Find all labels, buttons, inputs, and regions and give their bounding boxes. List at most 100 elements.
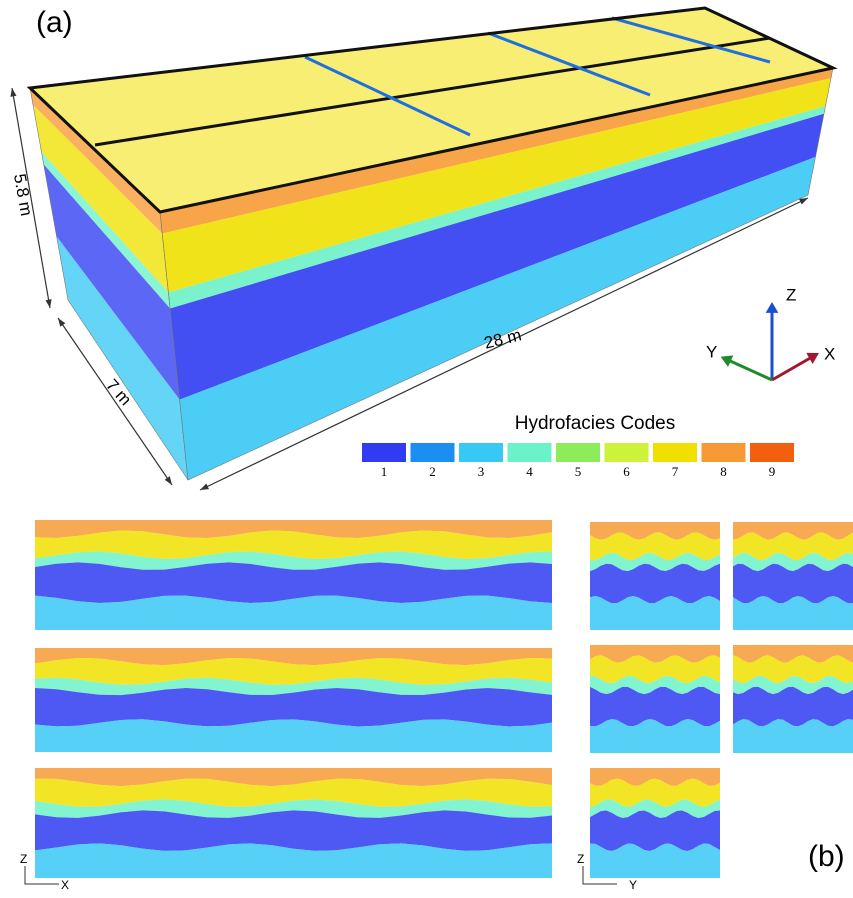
- slice-layer: [35, 778, 552, 807]
- slice-layer: [733, 686, 853, 727]
- legend-label: 2: [429, 464, 436, 479]
- arrow-head: [164, 476, 172, 485]
- layer: [33, 104, 169, 293]
- legend-swatch: [750, 443, 794, 462]
- slice-layer: [590, 675, 720, 695]
- legend-swatch: [556, 443, 600, 462]
- slice-layer: [35, 648, 552, 666]
- slice-layer: [590, 768, 720, 786]
- slice-layer: [35, 551, 552, 570]
- slice-layer: [733, 719, 853, 753]
- edge: [94, 36, 771, 147]
- panel-a: [10, 6, 838, 491]
- panel-label: (b): [808, 840, 845, 873]
- panel-label: (a): [36, 6, 73, 39]
- coordinate-corner: [24, 866, 59, 885]
- arrow-head: [200, 483, 209, 490]
- legend-swatch: [701, 443, 746, 462]
- slice-layer: [35, 843, 552, 878]
- slice-layer: [590, 645, 720, 663]
- slice-line: [304, 55, 471, 137]
- slice-layer: [35, 719, 552, 752]
- legend-label: 9: [769, 464, 776, 479]
- slice-layer: [35, 530, 552, 559]
- slice-layer: [590, 778, 720, 807]
- slice-layer: [733, 596, 853, 630]
- slice-layer: [590, 552, 720, 572]
- slice-layer: [590, 522, 720, 540]
- slice-layer: [35, 595, 552, 630]
- layer: [162, 78, 832, 293]
- dimension-line: [57, 317, 173, 486]
- slice-layer: [733, 532, 853, 561]
- legend-label: 8: [720, 464, 727, 479]
- slice-layer: [733, 522, 853, 540]
- dimension-line: [199, 197, 809, 491]
- dimension-line: [11, 87, 51, 309]
- arrow-head: [720, 355, 734, 367]
- slice-layer: [590, 719, 720, 753]
- slice-layer: [590, 563, 720, 604]
- legend-label: 7: [672, 464, 679, 479]
- slice-line: [487, 31, 651, 97]
- legend-swatch: [507, 443, 552, 462]
- axis-label: Z: [20, 852, 27, 866]
- slice-layer: [733, 676, 853, 695]
- slice-layer: [35, 688, 552, 727]
- slice-layer: [733, 552, 853, 572]
- arrow-head: [799, 198, 808, 205]
- axis-arrow: [727, 358, 773, 382]
- slice-layer: [590, 686, 720, 727]
- layer: [179, 156, 816, 480]
- slice-layer: [590, 596, 720, 630]
- slice-line: [611, 16, 771, 64]
- slice-layer: [35, 799, 552, 818]
- axis-arrow: [771, 355, 813, 382]
- arrow-head: [765, 302, 779, 313]
- arrow-head: [45, 299, 52, 308]
- legend-label: 3: [478, 464, 485, 479]
- legend-title: Hydrofacies Codes: [515, 413, 676, 434]
- coordinate-corner: [582, 866, 617, 885]
- layer: [56, 236, 188, 480]
- slice-layer: [35, 520, 552, 538]
- arrow-head: [10, 88, 17, 97]
- legend-label: 1: [381, 464, 388, 479]
- box-edge: [26, 6, 838, 214]
- slice-layer: [35, 810, 552, 851]
- dimension-label: 5.8 m: [10, 172, 36, 217]
- arrow-head: [806, 352, 819, 364]
- slice-layer: [590, 532, 720, 561]
- panel-b: [24, 520, 853, 885]
- legend-label: 4: [526, 464, 533, 479]
- slice-layer: [35, 562, 552, 603]
- slice-layer: [733, 645, 853, 663]
- slice-layer: [590, 843, 720, 878]
- arrow-head: [58, 318, 66, 327]
- layer: [168, 106, 826, 309]
- slice-layer: [733, 563, 853, 604]
- axis-label: Z: [577, 852, 584, 866]
- layer: [30, 88, 163, 234]
- slice-layer: [590, 810, 720, 851]
- axis-label: Y: [629, 878, 637, 892]
- slice-layer: [35, 658, 552, 685]
- layer: [43, 164, 180, 400]
- slice-layer: [35, 677, 552, 696]
- axis-label: Y: [706, 342, 717, 361]
- legend-swatch: [459, 443, 503, 462]
- legend-label: 6: [623, 464, 630, 479]
- slice-layer: [590, 799, 720, 818]
- layer: [170, 113, 824, 400]
- legend-swatch: [604, 443, 649, 462]
- slice-layer: [35, 768, 552, 787]
- legend-label: 5: [575, 464, 582, 479]
- axis-label: Z: [786, 285, 796, 304]
- axis-label: X: [61, 878, 69, 892]
- layer: [41, 151, 171, 309]
- slice-layer: [590, 655, 720, 684]
- legend-swatch: [362, 443, 406, 462]
- legend-swatch: [653, 443, 697, 462]
- layer: [160, 68, 833, 234]
